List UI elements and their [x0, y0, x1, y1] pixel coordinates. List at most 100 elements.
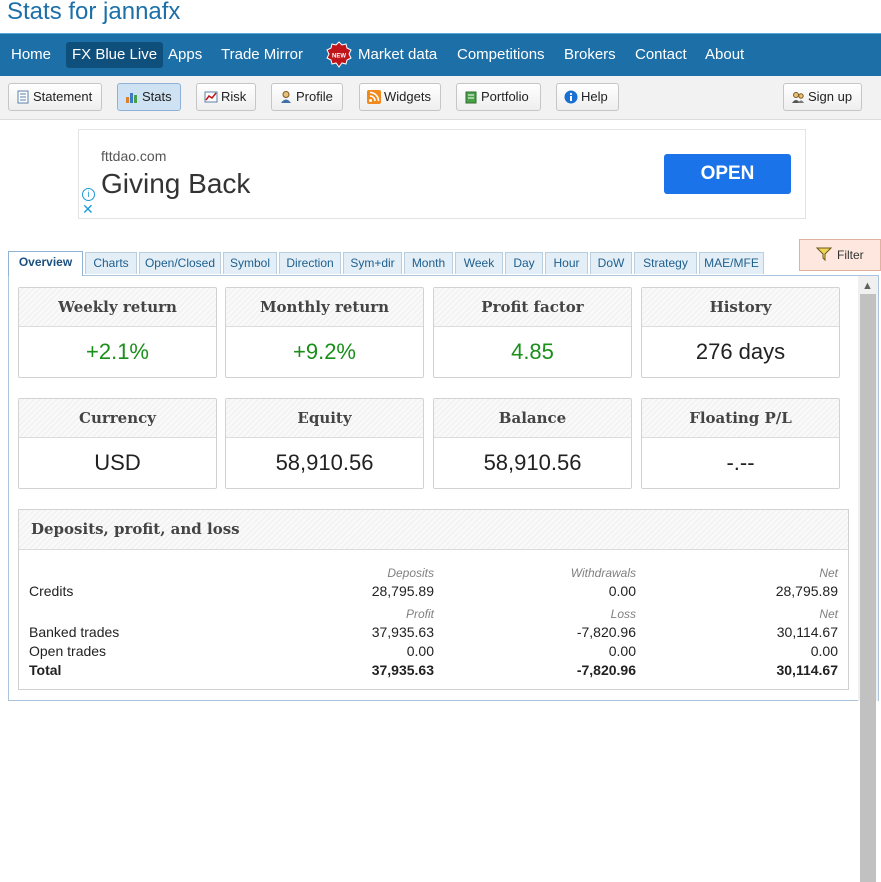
info-icon	[564, 90, 578, 104]
document-icon	[17, 90, 29, 104]
card-value: +9.2%	[293, 339, 356, 364]
ad-open-button[interactable]: OPEN	[664, 154, 791, 194]
help-button[interactable]: Help	[556, 83, 619, 111]
ad-domain: fttdao.com	[101, 148, 167, 164]
nav-contact[interactable]: Contact	[635, 46, 687, 63]
risk-chart-icon	[204, 91, 218, 103]
bar-chart-icon	[126, 93, 137, 103]
nav-fx-blue-live[interactable]: FX Blue Live	[66, 42, 164, 68]
signup-button[interactable]: Sign up	[783, 83, 862, 111]
scroll-up-icon[interactable]: ▲	[862, 280, 873, 292]
row-label-credits: Credits	[29, 583, 74, 599]
column-header-net: Net	[819, 566, 838, 580]
balance-card: Balance 58,910.56	[433, 398, 632, 489]
credits-deposits: 28,795.89	[371, 583, 434, 599]
new-badge-text: NEW	[332, 54, 346, 60]
history-card: History 276 days	[641, 287, 840, 378]
signup-label: Sign up	[808, 89, 853, 104]
open-trades-loss: 0.00	[608, 643, 636, 659]
nav-brokers[interactable]: Brokers	[564, 46, 616, 63]
tab-overview[interactable]: Overview	[8, 251, 83, 276]
stats-tabs: Overview Charts Open/Closed Symbol Direc…	[8, 251, 782, 276]
tab-strategy[interactable]: Strategy	[634, 252, 697, 274]
tab-open-closed[interactable]: Open/Closed	[139, 252, 221, 274]
portfolio-button[interactable]: Portfolio	[456, 83, 541, 111]
scroll-thumb[interactable]	[860, 294, 876, 882]
tab-mae-mfe[interactable]: MAE/MFE	[699, 252, 764, 274]
deposits-profit-loss-panel: Deposits, profit, and loss Deposits With…	[18, 509, 849, 690]
card-value: USD	[94, 450, 141, 475]
card-title: Currency	[19, 399, 216, 438]
widgets-label: Widgets	[384, 89, 431, 104]
risk-label: Risk	[221, 89, 247, 104]
card-title: Equity	[226, 399, 423, 438]
tab-charts[interactable]: Charts	[85, 252, 137, 274]
deposits-panel-header: Deposits, profit, and loss	[19, 510, 848, 550]
ad-close-icon[interactable]: ✕	[82, 201, 94, 217]
portfolio-icon	[465, 91, 477, 104]
nav-trade-mirror[interactable]: Trade Mirror	[221, 46, 303, 63]
profile-button[interactable]: Profile	[271, 83, 343, 111]
card-title: Weekly return	[19, 288, 216, 327]
row-label-open-trades: Open trades	[29, 643, 107, 659]
ad-info-icon[interactable]: i	[82, 188, 95, 201]
vertical-scrollbar[interactable]: ▲	[858, 276, 878, 882]
stats-label: Stats	[142, 89, 172, 104]
advertisement-banner[interactable]: fttdao.com Giving Back OPEN i ✕	[78, 129, 806, 219]
filter-label: Filter	[837, 248, 864, 262]
nav-competitions[interactable]: Competitions	[457, 46, 545, 63]
tab-day[interactable]: Day	[505, 252, 543, 274]
risk-button[interactable]: Risk	[196, 83, 256, 111]
card-title: Monthly return	[226, 288, 423, 327]
nav-market-data[interactable]: Market data	[358, 46, 438, 63]
column-header-loss: Loss	[610, 607, 636, 621]
title-bar: Stats for jannafx	[0, 0, 881, 33]
row-label-total: Total	[29, 662, 62, 678]
card-value: 4.85	[511, 339, 554, 364]
open-trades-profit: 0.00	[406, 643, 434, 659]
help-label: Help	[581, 89, 608, 104]
tab-hour[interactable]: Hour	[545, 252, 588, 274]
banked-trades-net: 30,114.67	[776, 624, 838, 640]
total-profit: 37,935.63	[371, 662, 434, 678]
currency-card: Currency USD	[18, 398, 217, 489]
open-trades-net: 0.00	[810, 643, 838, 659]
statement-button[interactable]: Statement	[8, 83, 102, 111]
card-value: -.--	[726, 450, 755, 475]
nav-about[interactable]: About	[705, 46, 745, 63]
portfolio-label: Portfolio	[481, 89, 529, 104]
tab-sym-dir[interactable]: Sym+dir	[343, 252, 402, 274]
total-loss: -7,820.96	[576, 662, 636, 678]
filter-button[interactable]: Filter	[799, 239, 881, 271]
nav-home[interactable]: Home	[11, 46, 52, 63]
column-header-net: Net	[819, 607, 838, 621]
users-icon	[792, 92, 804, 103]
user-icon	[281, 91, 291, 103]
nav-apps[interactable]: Apps	[168, 46, 203, 63]
widgets-button[interactable]: Widgets	[359, 83, 441, 111]
banked-trades-profit: 37,935.63	[371, 624, 434, 640]
main-nav: Home FX Blue Live Apps Trade Mirror NEW …	[0, 33, 881, 76]
sub-toolbar: Statement Stats Risk Profile Widgets Por…	[0, 76, 881, 120]
card-title: Balance	[434, 399, 631, 438]
tab-month[interactable]: Month	[404, 252, 453, 274]
stats-button[interactable]: Stats	[117, 83, 181, 111]
profile-label: Profile	[296, 89, 333, 104]
card-title: Floating P/L	[642, 399, 839, 438]
tab-symbol[interactable]: Symbol	[223, 252, 277, 274]
total-net: 30,114.67	[776, 662, 838, 678]
card-value: 58,910.56	[483, 450, 582, 475]
column-header-profit: Profit	[405, 607, 434, 621]
card-title: Profit factor	[434, 288, 631, 327]
tab-week[interactable]: Week	[455, 252, 503, 274]
equity-card: Equity 58,910.56	[225, 398, 424, 489]
tab-direction[interactable]: Direction	[279, 252, 341, 274]
banked-trades-loss: -7,820.96	[576, 624, 636, 640]
filter-icon	[816, 247, 832, 262]
page-title: Stats for jannafx	[7, 0, 181, 25]
column-header-deposits: Deposits	[387, 566, 434, 580]
card-value: +2.1%	[86, 339, 149, 364]
tab-dow[interactable]: DoW	[590, 252, 632, 274]
deposits-panel-title: Deposits, profit, and loss	[31, 520, 240, 538]
rss-icon	[367, 90, 381, 104]
